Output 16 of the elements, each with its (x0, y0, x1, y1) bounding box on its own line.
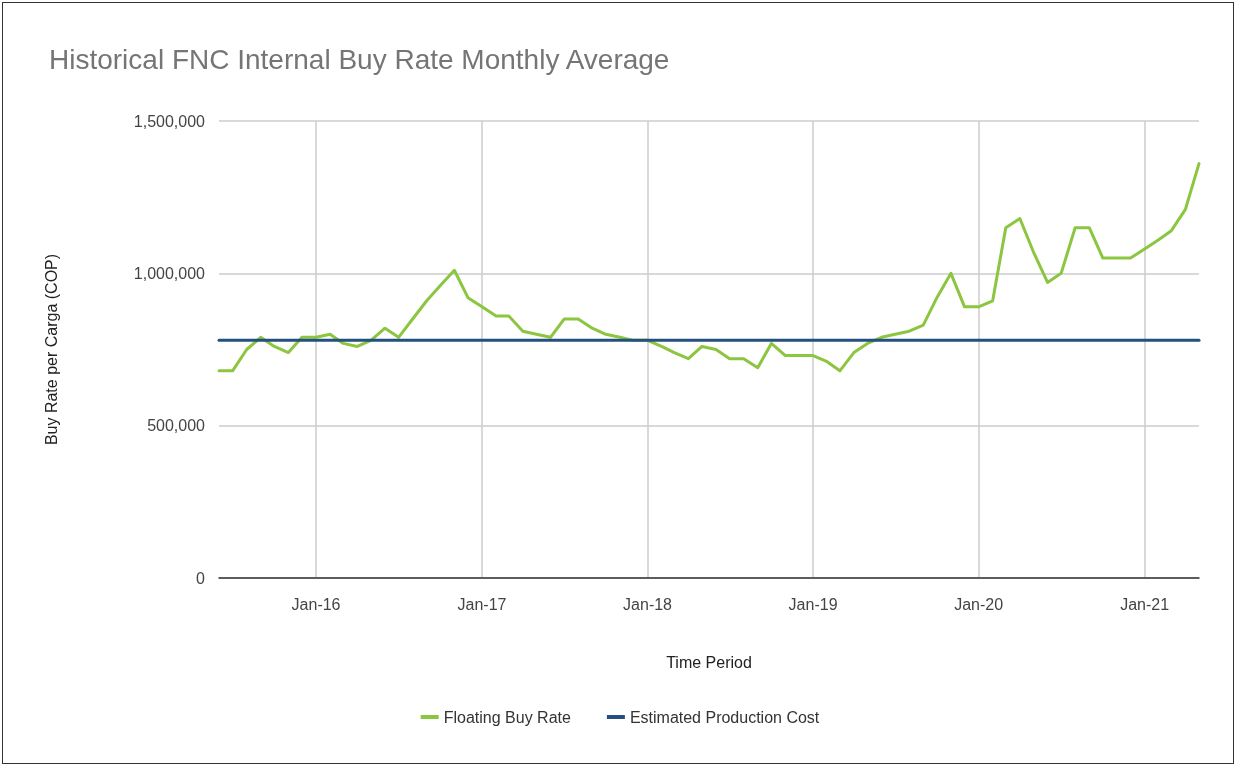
x-tick-label: Jan-18 (623, 595, 673, 613)
y-tick-label: 1,000,000 (133, 264, 206, 282)
y-tick-label: 500,000 (147, 417, 206, 435)
y-axis-title: Buy Rate per Carga (COP) (42, 253, 60, 446)
x-tick-label: Jan-16 (291, 595, 341, 613)
x-tick-label: Jan-20 (954, 595, 1004, 613)
legend-label: Estimated Production Cost (629, 708, 820, 726)
x-axis-title: Time Period (666, 653, 752, 671)
y-tick-label: 0 (196, 569, 206, 587)
line-series (217, 162, 1201, 373)
x-tick-label: Jan-17 (457, 595, 507, 613)
legend-label: Floating Buy Rate (443, 708, 571, 726)
y-tick-label: 1,500,000 (133, 112, 206, 130)
chart-title: Historical FNC Internal Buy Rate Monthly Average (49, 43, 670, 75)
x-tick-label: Jan-21 (1120, 595, 1170, 613)
x-tick-label: Jan-19 (788, 595, 838, 613)
